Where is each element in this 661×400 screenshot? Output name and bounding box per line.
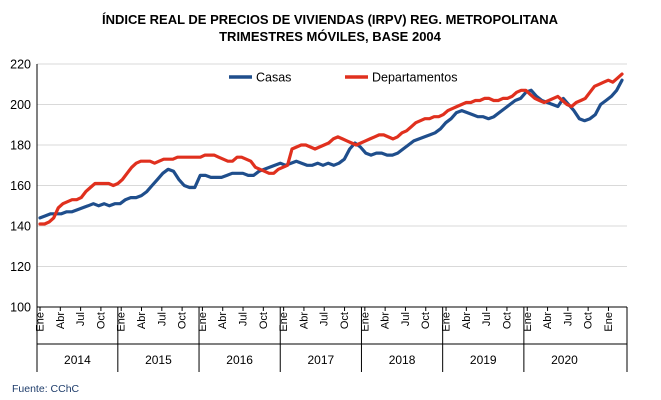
y-tick-label-5: 200	[10, 98, 31, 112]
year-label-2020: 2020	[551, 353, 578, 367]
year-label-2019: 2019	[470, 353, 497, 367]
x-tick-label-21: Abr	[461, 312, 473, 329]
chart-title-line-1: ÍNDICE REAL DE PRECIOS DE VIVIENDAS (IRP…	[102, 12, 559, 27]
year-label-2015: 2015	[145, 353, 172, 367]
x-tick-label-16: Ene	[359, 312, 371, 332]
x-tick-label-13: Abr	[298, 312, 310, 329]
x-tick-label-8: Ene	[197, 312, 209, 332]
x-tick-label-3: Oct	[95, 312, 107, 329]
chart-title-line-2: TRIMESTRES MÓVILES, BASE 2004	[219, 29, 442, 44]
y-tick-label-2: 140	[10, 220, 31, 234]
legend: Casas Departamentos	[229, 71, 457, 85]
y-tick-label-6: 220	[10, 58, 31, 72]
x-tick-label-7: Oct	[177, 312, 189, 329]
x-tick-label-25: Abr	[542, 312, 554, 329]
x-tick-label-27: Oct	[583, 312, 595, 329]
legend-label-departamentos: Departamentos	[372, 71, 457, 85]
x-tick-label-12: Ene	[278, 312, 290, 332]
x-tick-label-10: Jul	[238, 312, 250, 326]
year-label-2017: 2017	[307, 353, 334, 367]
year-label-2016: 2016	[226, 353, 253, 367]
x-tick-label-20: Ene	[441, 312, 453, 332]
x-tick-label-0: Ene	[35, 312, 47, 332]
year-label-2018: 2018	[389, 353, 416, 367]
y-tick-label-3: 160	[10, 179, 31, 193]
legend-label-casas: Casas	[256, 71, 291, 85]
x-tick-label-26: Jul	[562, 312, 574, 326]
x-tick-label-2: Jul	[75, 312, 87, 326]
y-tick-label-1: 120	[10, 260, 31, 274]
x-tick-label-11: Oct	[258, 312, 270, 329]
x-tick-label-17: Abr	[380, 312, 392, 329]
x-tick-label-1: Abr	[55, 312, 67, 329]
x-tick-label-4: Ene	[116, 312, 128, 332]
series-lines	[38, 72, 624, 226]
year-label-2014: 2014	[64, 353, 91, 367]
x-tick-label-22: Jul	[481, 312, 493, 326]
x-axis: Ene Abr Jul Oct Ene Abr Jul Oct Ene Abr Jul Oct Ene A…	[35, 64, 628, 372]
x-tick-label-5: Abr	[136, 312, 148, 329]
x-tick-label-14: Jul	[319, 312, 331, 326]
x-tick-label-19: Oct	[420, 312, 432, 329]
series-line-departamentos	[38, 72, 624, 226]
x-tick-label-23: Oct	[501, 312, 513, 329]
x-tick-label-28: Ene	[603, 312, 615, 332]
gridlines	[37, 63, 627, 308]
y-tick-label-4: 180	[10, 139, 31, 153]
x-tick-label-18: Jul	[400, 312, 412, 326]
x-tick-label-15: Oct	[339, 312, 351, 329]
y-tick-label-0: 100	[10, 301, 31, 315]
footer-source: Fuente: CChC	[12, 383, 80, 395]
y-axis: 100 120 140 160 180 200 220	[10, 58, 31, 315]
x-tick-label-9: Abr	[217, 312, 229, 329]
x-tick-label-6: Jul	[156, 312, 168, 326]
x-tick-label-24: Ene	[522, 312, 534, 332]
series-line-casas	[38, 78, 624, 220]
